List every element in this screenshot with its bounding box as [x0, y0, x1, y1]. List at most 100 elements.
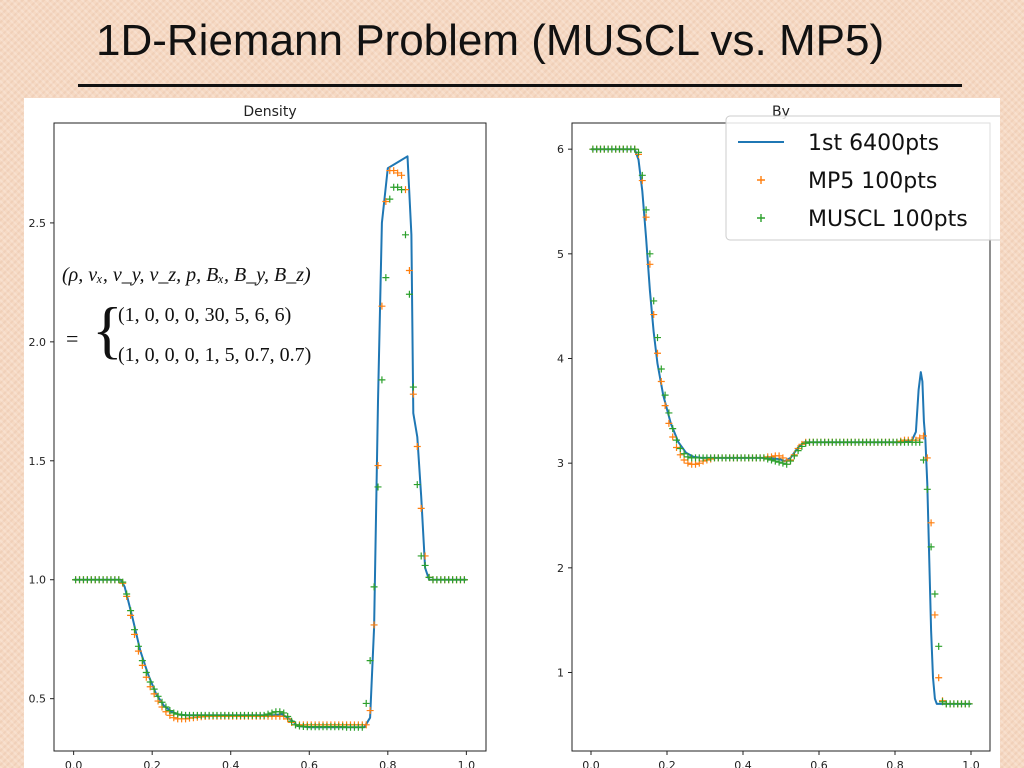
density-series-point — [405, 266, 413, 274]
density-series-point — [276, 708, 284, 716]
density-series-point — [425, 573, 433, 581]
by-series-point — [661, 391, 669, 399]
by-series-point — [764, 455, 772, 463]
density-series-point — [260, 711, 268, 719]
by-series-point — [923, 454, 931, 462]
density-series-point — [386, 195, 394, 203]
density-series-point — [390, 167, 398, 175]
density-series-point — [413, 443, 421, 451]
by-series-point — [760, 454, 768, 462]
density-series-point — [138, 657, 146, 665]
by-ytick-label: 4 — [557, 353, 564, 366]
equation-row-2: (1, 0, 0, 0, 1, 5, 0.7, 0.7) — [118, 344, 312, 366]
density-series-point — [421, 561, 429, 569]
legend-label: 1st 6400pts — [808, 131, 939, 156]
density-series-point — [382, 274, 390, 282]
legend-label: MP5 100pts — [808, 169, 937, 194]
density-series-point — [134, 642, 142, 650]
density-series-point — [162, 703, 170, 711]
by-series-point — [783, 460, 791, 468]
by-series-point — [684, 459, 692, 467]
equation-row-1: (1, 0, 0, 0, 30, 5, 6, 6) — [118, 304, 292, 326]
density-chart: Density 0.0 0.2 0.4 0.6 0.8 1.0 0.5 1.0 1.5 2.0 2.5 — [29, 104, 487, 768]
by-series-point — [684, 453, 692, 461]
by-series-point — [692, 460, 699, 468]
density-title: Density — [243, 104, 296, 120]
by-series-point — [798, 442, 806, 450]
by-series-point — [665, 409, 673, 417]
density-series-point — [409, 390, 417, 398]
density-series-point — [398, 171, 406, 179]
density-series-point — [374, 483, 382, 491]
density-series-point — [115, 576, 123, 584]
charts-svg: Density 0.0 0.2 0.4 0.6 0.8 1.0 0.5 1.0 1.5 2.0 2.5… — [29, 104, 1000, 768]
by-series-point — [650, 297, 658, 305]
by-series-point — [676, 451, 684, 459]
by-series-point — [650, 311, 658, 319]
density-series-point — [362, 699, 370, 707]
density-series-point — [268, 709, 276, 717]
equation-lhs: (ρ, vₓ, v_y, v_z, p, Bₓ, B_y, B_z) — [62, 264, 311, 286]
legend-swatch-marker — [757, 176, 765, 184]
by-series-point — [927, 543, 935, 551]
density-series-point — [170, 709, 178, 717]
by-series-point — [768, 456, 775, 464]
density-ytick-label: 2.5 — [29, 217, 47, 230]
by-series-point — [646, 260, 654, 268]
by-series-point — [676, 445, 684, 453]
by-series-point — [646, 250, 654, 258]
density-axes-frame — [53, 122, 487, 752]
density-series-point — [123, 590, 131, 598]
by-series-point — [787, 457, 794, 465]
by-xtick-label: 0.2 — [658, 759, 676, 768]
by-series-point — [779, 459, 787, 467]
density-series-point — [417, 552, 425, 560]
density-ytick-label: 1.5 — [29, 455, 47, 468]
by-series-point — [939, 698, 946, 706]
by-series-point — [680, 456, 688, 464]
density-series-point — [284, 713, 292, 721]
density-xtick-label: 1.0 — [458, 759, 476, 768]
density-series-point — [460, 576, 468, 584]
by-series-point — [657, 378, 665, 386]
by-series-point — [927, 519, 935, 527]
by-series-point — [931, 590, 939, 598]
density-series-point — [146, 678, 154, 686]
density-series-point — [413, 481, 421, 489]
density-series-point — [119, 578, 127, 586]
by-series-point — [669, 425, 677, 433]
density-series-point — [362, 721, 370, 729]
density-series-point — [409, 383, 417, 391]
density-series-point — [131, 626, 139, 634]
by-series-point — [771, 457, 779, 465]
by-series-point — [654, 349, 661, 357]
by-series-point — [661, 402, 669, 410]
by-series-point — [654, 334, 661, 342]
by-ytick-label: 3 — [557, 457, 564, 470]
density-xtick-label: 0.8 — [379, 759, 397, 768]
by-series-point — [802, 439, 810, 447]
density-series-point — [366, 707, 374, 715]
by-ytick-label: 6 — [557, 143, 564, 156]
density-xtick-label: 0.2 — [143, 759, 161, 768]
by-xtick-label: 1.0 — [962, 759, 980, 768]
density-series-point — [150, 685, 158, 693]
by-series-point — [775, 458, 783, 466]
density-series-point — [370, 621, 378, 629]
density-series-point — [394, 183, 402, 191]
density-series-point — [358, 723, 366, 731]
density-series-point — [405, 290, 413, 298]
title-underline — [78, 84, 962, 87]
density-xtick-label: 0.6 — [301, 759, 319, 768]
by-series-point — [680, 450, 688, 458]
legend-box — [725, 115, 1000, 241]
by-series-point — [638, 171, 646, 179]
by-series-point — [935, 642, 943, 650]
equation-equals: = — [66, 326, 79, 351]
by-series-point — [673, 436, 680, 444]
density-series-point — [394, 169, 402, 177]
density-series-point — [366, 657, 374, 665]
by-series-point — [673, 443, 680, 451]
by-series-point — [965, 700, 973, 708]
by-xtick-label: 0.0 — [582, 759, 600, 768]
